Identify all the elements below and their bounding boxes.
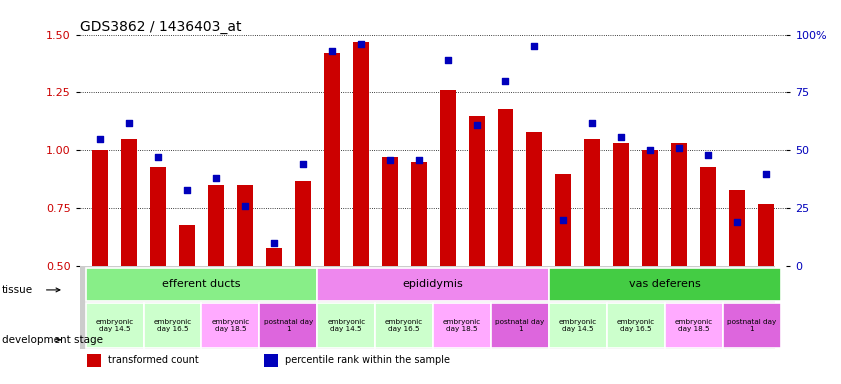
Text: postnatal day
1: postnatal day 1 <box>727 319 776 332</box>
Text: GDS3862 / 1436403_at: GDS3862 / 1436403_at <box>80 20 241 33</box>
Bar <box>375 303 433 348</box>
Bar <box>93 151 108 266</box>
Bar <box>729 190 745 266</box>
Bar <box>150 167 166 266</box>
Bar <box>613 144 629 266</box>
Bar <box>237 185 253 266</box>
Bar <box>584 139 600 266</box>
Text: tissue: tissue <box>2 285 33 295</box>
Point <box>209 175 223 181</box>
Bar <box>607 303 664 348</box>
Point <box>412 157 426 163</box>
Text: embryonic
day 14.5: embryonic day 14.5 <box>558 319 597 332</box>
Bar <box>555 174 571 266</box>
Point <box>615 133 628 139</box>
Point <box>643 147 657 154</box>
Bar <box>352 41 368 266</box>
Bar <box>701 167 717 266</box>
Text: development stage: development stage <box>2 335 103 345</box>
Point <box>730 219 743 225</box>
Bar <box>664 303 722 348</box>
Point <box>383 157 396 163</box>
Point <box>180 187 193 193</box>
Point <box>701 152 715 158</box>
Point <box>93 136 107 142</box>
Bar <box>202 303 259 348</box>
Bar <box>263 354 278 367</box>
Text: transformed count: transformed count <box>108 355 199 365</box>
Point <box>585 119 599 126</box>
Text: epididymis: epididymis <box>403 279 463 289</box>
Text: percentile rank within the sample: percentile rank within the sample <box>285 355 450 365</box>
Text: embryonic
day 14.5: embryonic day 14.5 <box>327 319 365 332</box>
Bar <box>526 132 542 266</box>
Bar <box>179 225 195 266</box>
Point <box>296 161 309 167</box>
Point <box>759 170 773 177</box>
Text: vas deferens: vas deferens <box>629 279 701 289</box>
Point <box>354 41 368 47</box>
Point <box>557 217 570 223</box>
Bar <box>87 354 101 367</box>
Bar <box>266 248 282 266</box>
Point <box>151 154 165 161</box>
Bar <box>722 303 780 348</box>
Text: embryonic
day 14.5: embryonic day 14.5 <box>96 319 134 332</box>
Point <box>470 122 484 128</box>
Text: embryonic
day 18.5: embryonic day 18.5 <box>211 319 250 332</box>
Bar <box>86 268 317 301</box>
Point <box>527 43 541 49</box>
Text: postnatal day
1: postnatal day 1 <box>264 319 313 332</box>
Point <box>673 145 686 151</box>
Bar <box>80 266 786 382</box>
Bar <box>549 268 780 301</box>
Bar <box>382 157 398 266</box>
Point <box>441 57 454 63</box>
Text: embryonic
day 16.5: embryonic day 16.5 <box>153 319 192 332</box>
Text: postnatal day
1: postnatal day 1 <box>495 319 545 332</box>
Text: embryonic
day 18.5: embryonic day 18.5 <box>674 319 713 332</box>
Bar <box>433 303 491 348</box>
Text: embryonic
day 18.5: embryonic day 18.5 <box>443 319 481 332</box>
Bar <box>324 53 340 266</box>
Bar <box>440 90 456 266</box>
Point <box>325 48 339 54</box>
Bar <box>468 116 484 266</box>
Bar <box>758 204 774 266</box>
Bar <box>671 144 687 266</box>
Bar <box>643 151 659 266</box>
Bar <box>86 303 144 348</box>
Bar <box>410 162 426 266</box>
Point <box>123 119 136 126</box>
Bar <box>549 303 607 348</box>
Text: efferent ducts: efferent ducts <box>162 279 241 289</box>
Point <box>267 240 281 246</box>
Bar <box>208 185 224 266</box>
Point <box>499 78 512 84</box>
Text: embryonic
day 16.5: embryonic day 16.5 <box>616 319 655 332</box>
Bar <box>259 303 317 348</box>
Text: embryonic
day 16.5: embryonic day 16.5 <box>385 319 423 332</box>
Bar <box>144 303 202 348</box>
Bar <box>295 180 311 266</box>
Bar <box>317 303 375 348</box>
Point <box>238 203 251 209</box>
Bar <box>491 303 549 348</box>
Bar <box>317 268 549 301</box>
Bar <box>498 109 514 266</box>
Bar <box>121 139 137 266</box>
